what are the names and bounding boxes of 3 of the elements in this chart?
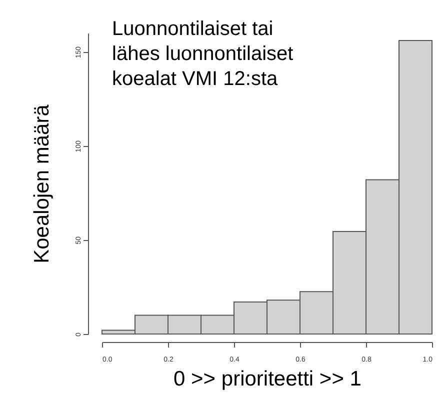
- y-axis-title: Koealojen määrä: [30, 104, 54, 264]
- x-axis-title: 0 >> prioriteetti >> 1: [174, 368, 362, 390]
- text: Luonnontilaiset tai lähes luonnontilaiset koealat VMI 12:sta: [112, 18, 294, 90]
